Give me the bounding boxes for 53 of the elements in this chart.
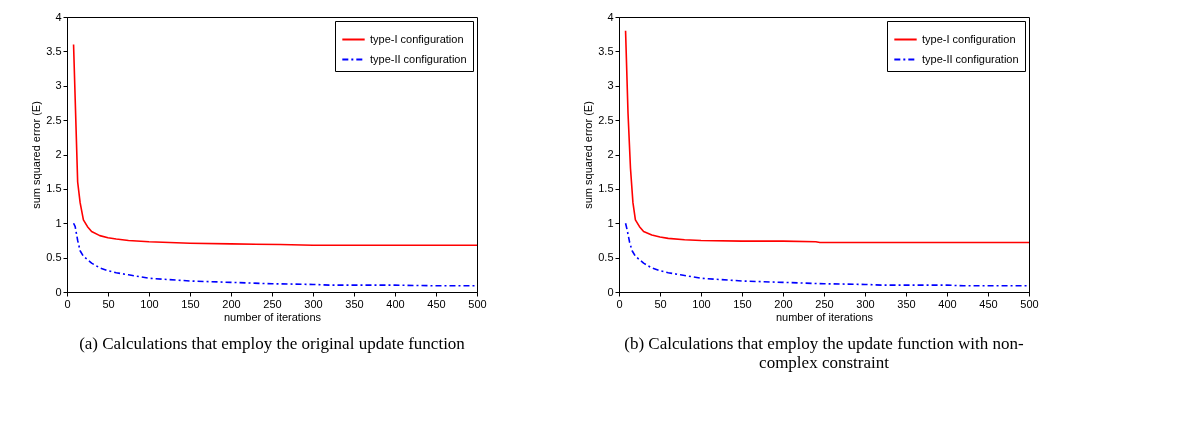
- legend-label: type-I configuration: [370, 32, 464, 45]
- y-tick-label: 0.5: [46, 251, 62, 264]
- x-tick-label: 200: [222, 297, 241, 310]
- x-tick-label: 300: [856, 297, 875, 310]
- x-tick-label: 150: [181, 297, 200, 310]
- x-tick-label: 500: [1020, 297, 1039, 310]
- y-tick-label: 3: [607, 79, 614, 92]
- y-axis-title: sum squared error (E): [582, 101, 595, 209]
- y-tick-label: 1.5: [46, 182, 62, 195]
- x-tick-label: 250: [263, 297, 282, 310]
- y-tick-label: 1: [607, 216, 614, 229]
- x-tick-label: 300: [304, 297, 323, 310]
- y-tick-label: 3.5: [46, 44, 62, 57]
- x-axis-title: number of iterations: [223, 310, 322, 323]
- y-tick-label: 3: [55, 79, 62, 92]
- y-tick-label: 4: [607, 10, 614, 23]
- x-tick-label: 100: [692, 297, 711, 310]
- x-tick-label: 450: [979, 297, 998, 310]
- line-series: [72, 43, 478, 247]
- y-tick-label: 0.5: [598, 251, 614, 264]
- y-tick-label: 2: [607, 148, 614, 160]
- x-tick-label: 250: [815, 297, 834, 310]
- x-tick-label: 400: [938, 297, 957, 310]
- x-tick-label: 400: [386, 297, 405, 310]
- line-series: [624, 29, 1030, 244]
- line-series: [624, 222, 1030, 287]
- y-tick-label: 2.5: [598, 113, 614, 126]
- y-axis-title: sum squared error (E): [30, 101, 43, 209]
- legend-label: type-II configuration: [922, 52, 1019, 65]
- y-tick-label: 1: [55, 216, 62, 229]
- x-tick-label: 0: [64, 297, 71, 310]
- x-tick-label: 0: [616, 297, 623, 310]
- y-tick-label: 4: [55, 10, 62, 23]
- x-tick-label: 150: [733, 297, 752, 310]
- y-tick-label: 2.5: [46, 113, 62, 126]
- x-tick-label: 350: [897, 297, 916, 310]
- x-tick-label: 200: [774, 297, 793, 310]
- y-tick-label: 2: [55, 148, 62, 160]
- x-tick-label: 50: [654, 297, 667, 310]
- text: (b) Calculations that employ the update function with non-complex constraint: [624, 334, 1025, 372]
- x-tick-label: 450: [427, 297, 446, 310]
- text: (a) Calculations that employ the original update function: [79, 334, 466, 353]
- x-tick-label: 100: [140, 297, 159, 310]
- y-tick-label: 0: [55, 285, 62, 298]
- x-axis-title: number of iterations: [775, 310, 874, 323]
- legend-label: type-II configuration: [370, 52, 467, 65]
- y-tick-label: 3.5: [598, 44, 614, 57]
- legend-label: type-I configuration: [922, 32, 1016, 45]
- x-tick-label: 50: [102, 297, 115, 310]
- x-tick-label: 350: [345, 297, 364, 310]
- y-tick-label: 1.5: [598, 182, 614, 195]
- y-tick-label: 0: [607, 285, 614, 298]
- x-tick-label: 500: [468, 297, 487, 310]
